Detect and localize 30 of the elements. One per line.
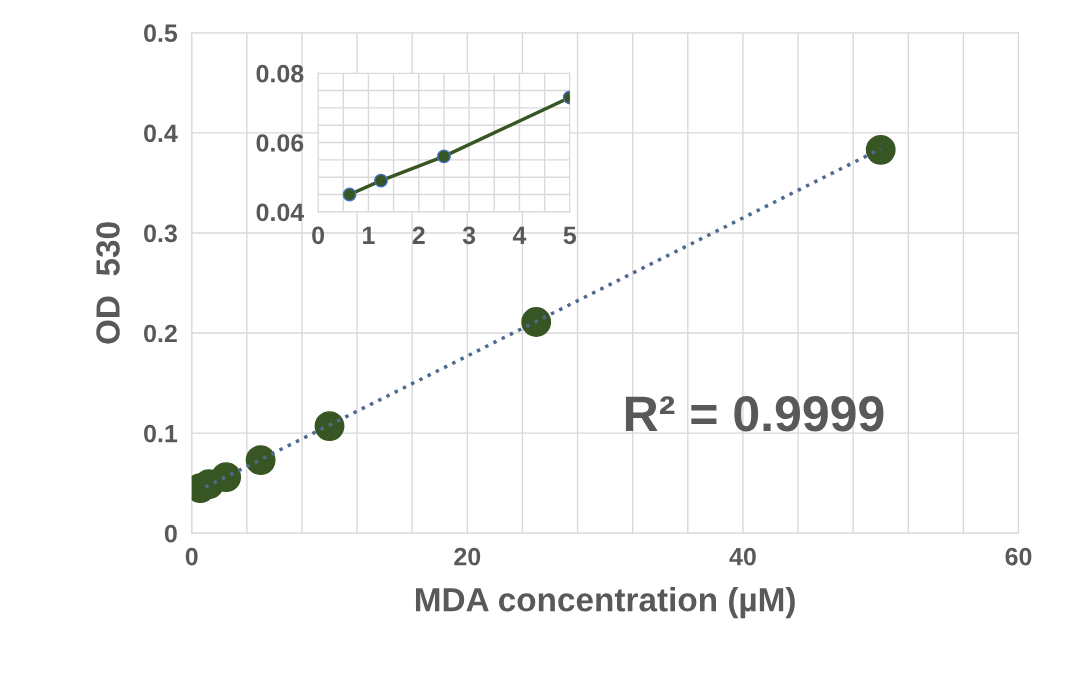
point bbox=[314, 411, 345, 442]
x-tick-label: 60 bbox=[1005, 547, 1032, 566]
x-tick-label: 3 bbox=[462, 226, 476, 245]
y-axis-title: OD 530 bbox=[96, 222, 120, 344]
y-tick-label: 0.1 bbox=[144, 424, 178, 443]
y-tick-label: 0.4 bbox=[144, 124, 178, 143]
point bbox=[211, 462, 242, 493]
point bbox=[245, 445, 276, 476]
x-tick-label: 20 bbox=[454, 547, 481, 566]
y-tick-label: 0 bbox=[164, 524, 177, 543]
point bbox=[436, 149, 451, 164]
point bbox=[374, 173, 388, 188]
x-tick-label: 4 bbox=[512, 226, 527, 244]
y-tick-label: 0.06 bbox=[256, 134, 304, 152]
y-tick-label: 0.2 bbox=[144, 324, 177, 343]
x-tick-label: 5 bbox=[563, 226, 577, 245]
point bbox=[521, 307, 552, 337]
x-tick-label: 2 bbox=[412, 226, 425, 244]
y-tick-label: 0.3 bbox=[144, 224, 177, 243]
x-tick-label: 40 bbox=[729, 547, 756, 566]
y-tick-label: 0.5 bbox=[144, 24, 178, 43]
x-tick-label: 0 bbox=[312, 226, 325, 245]
point bbox=[865, 134, 896, 165]
x-axis-title: MDA concentration (µM) bbox=[415, 587, 795, 619]
x-tick-label: 0 bbox=[185, 547, 198, 566]
x-tick-label: 1 bbox=[363, 226, 375, 244]
y-tick-label: 0.08 bbox=[256, 64, 304, 83]
annotation: R² = 0.9999 bbox=[625, 396, 884, 432]
point bbox=[342, 187, 357, 202]
y-tick-label: 0.04 bbox=[256, 203, 305, 222]
